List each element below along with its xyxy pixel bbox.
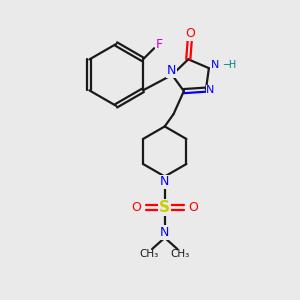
Text: S: S [159, 200, 170, 215]
Text: O: O [189, 201, 199, 214]
Text: N: N [160, 175, 169, 188]
Text: CH₃: CH₃ [140, 249, 159, 259]
Text: N: N [167, 64, 176, 77]
Text: N: N [211, 60, 220, 70]
Text: F: F [156, 38, 163, 51]
Text: CH₃: CH₃ [171, 249, 190, 259]
Text: N: N [160, 226, 169, 239]
Text: O: O [131, 201, 141, 214]
Text: N: N [206, 85, 214, 95]
Text: O: O [185, 27, 195, 40]
Text: ─H: ─H [224, 60, 237, 70]
